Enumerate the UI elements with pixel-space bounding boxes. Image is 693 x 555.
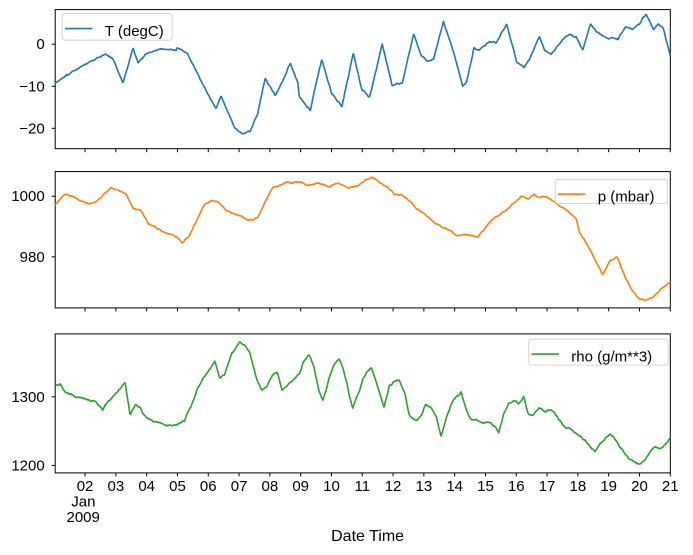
svg-text:1200: 1200 — [11, 458, 44, 475]
svg-text:19: 19 — [600, 478, 617, 495]
svg-text:980: 980 — [20, 249, 45, 266]
svg-text:04: 04 — [138, 478, 155, 495]
svg-text:p (mbar): p (mbar) — [598, 189, 655, 206]
svg-text:T (degC): T (degC) — [105, 23, 164, 40]
svg-text:2009: 2009 — [67, 509, 100, 526]
svg-text:15: 15 — [477, 478, 494, 495]
svg-text:−20: −20 — [19, 120, 44, 137]
svg-text:10: 10 — [323, 478, 340, 495]
svg-text:18: 18 — [570, 478, 587, 495]
svg-text:1000: 1000 — [11, 188, 44, 205]
svg-text:11: 11 — [354, 478, 370, 495]
svg-text:20: 20 — [631, 478, 648, 495]
svg-text:16: 16 — [508, 478, 525, 495]
svg-text:Date Time: Date Time — [331, 528, 404, 545]
svg-text:rho (g/m**3): rho (g/m**3) — [571, 349, 652, 366]
svg-text:13: 13 — [416, 478, 433, 495]
svg-text:09: 09 — [292, 478, 309, 495]
svg-text:17: 17 — [539, 478, 556, 495]
svg-text:14: 14 — [446, 478, 463, 495]
svg-text:1300: 1300 — [11, 389, 44, 406]
svg-text:06: 06 — [200, 478, 217, 495]
svg-text:12: 12 — [385, 478, 402, 495]
svg-text:08: 08 — [262, 478, 279, 495]
svg-text:03: 03 — [108, 478, 125, 495]
svg-text:0: 0 — [36, 36, 44, 53]
svg-text:07: 07 — [231, 478, 248, 495]
svg-text:21: 21 — [662, 478, 679, 495]
svg-text:05: 05 — [169, 478, 186, 495]
svg-text:−10: −10 — [19, 78, 44, 95]
